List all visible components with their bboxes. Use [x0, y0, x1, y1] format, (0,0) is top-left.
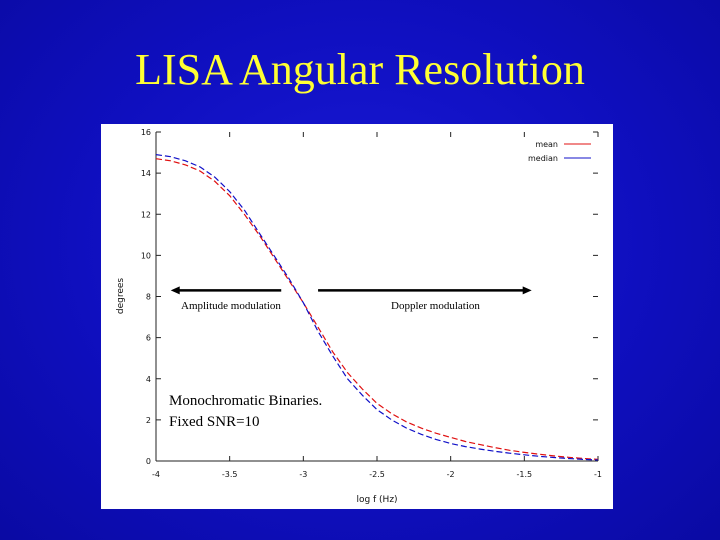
x-tick-label: -3.5	[222, 470, 238, 479]
annotation-arrows	[170, 286, 532, 295]
annotation-monochromatic-binaries: Monochromatic Binaries.	[169, 393, 322, 409]
y-tick-label: 4	[146, 375, 151, 384]
y-tick-label: 14	[141, 169, 151, 178]
annotation-amplitude-modulation: Amplitude modulation	[181, 300, 281, 312]
chart-svg: -4 -3.5 -3 -2.5 -2 -1.5 -1 0 2 4 6 8 10 12 14 16 mean …	[116, 128, 602, 505]
legend-label-median: median	[528, 154, 558, 163]
y-tick-label: 6	[146, 334, 151, 343]
y-axis-label: degrees	[116, 278, 126, 315]
chart-figure: -4 -3.5 -3 -2.5 -2 -1.5 -1 0 2 4 6 8 10 12 14 16 mean …	[101, 124, 613, 509]
x-axis-label: log f (Hz)	[356, 495, 397, 505]
x-tick-label: -1	[594, 470, 602, 479]
y-tick-label: 10	[141, 251, 151, 260]
annotation-fixed-snr: Fixed SNR=10	[169, 414, 260, 430]
y-tick-label: 8	[146, 293, 151, 302]
x-ticks: -4 -3.5 -3 -2.5 -2 -1.5 -1	[152, 132, 602, 479]
y-tick-label: 2	[146, 416, 151, 425]
series-line-median	[155, 154, 599, 461]
annotation-doppler-modulation: Doppler modulation	[391, 300, 480, 312]
x-tick-label: -1.5	[517, 470, 533, 479]
legend-label-mean: mean	[535, 140, 558, 149]
series-lines	[155, 154, 599, 461]
y-tick-label: 16	[141, 128, 151, 137]
x-tick-label: -2	[447, 470, 455, 479]
x-tick-label: -3	[299, 470, 307, 479]
y-ticks: 0 2 4 6 8 10 12 14 16	[141, 128, 598, 466]
arrow-dop-head	[522, 286, 532, 295]
x-tick-label: -2.5	[369, 470, 385, 479]
y-tick-label: 0	[146, 457, 151, 466]
legend: mean median	[528, 140, 591, 163]
arrow-amp-head	[170, 286, 180, 295]
series-line-mean	[155, 158, 599, 460]
slide-title: LISA Angular Resolution	[135, 45, 585, 94]
y-tick-label: 12	[141, 210, 151, 219]
x-tick-label: -4	[152, 470, 160, 479]
